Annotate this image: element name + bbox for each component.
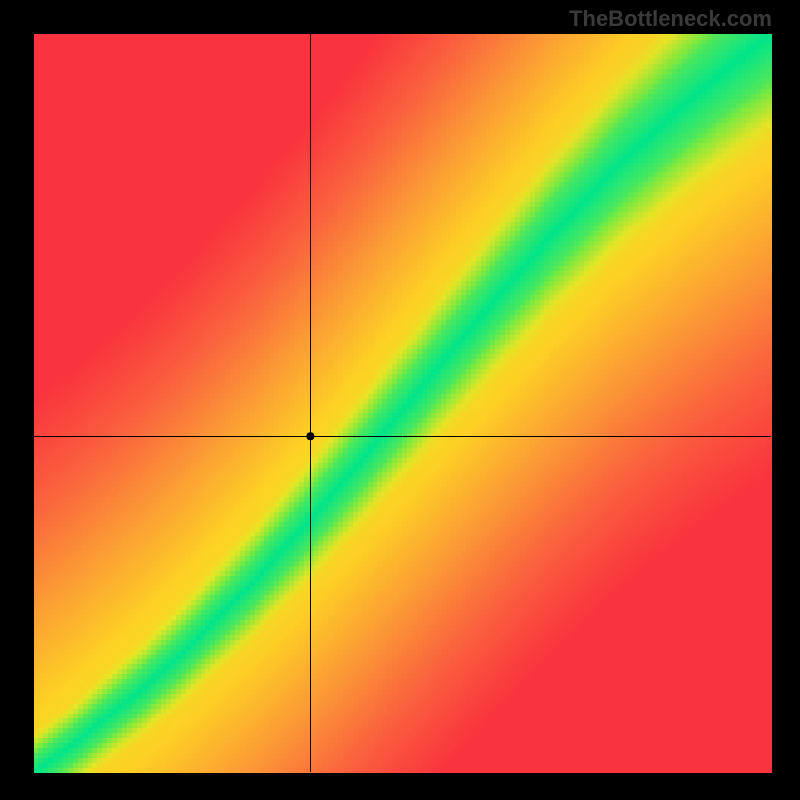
watermark-text: TheBottleneck.com: [569, 6, 772, 32]
bottleneck-heatmap: [0, 0, 800, 800]
